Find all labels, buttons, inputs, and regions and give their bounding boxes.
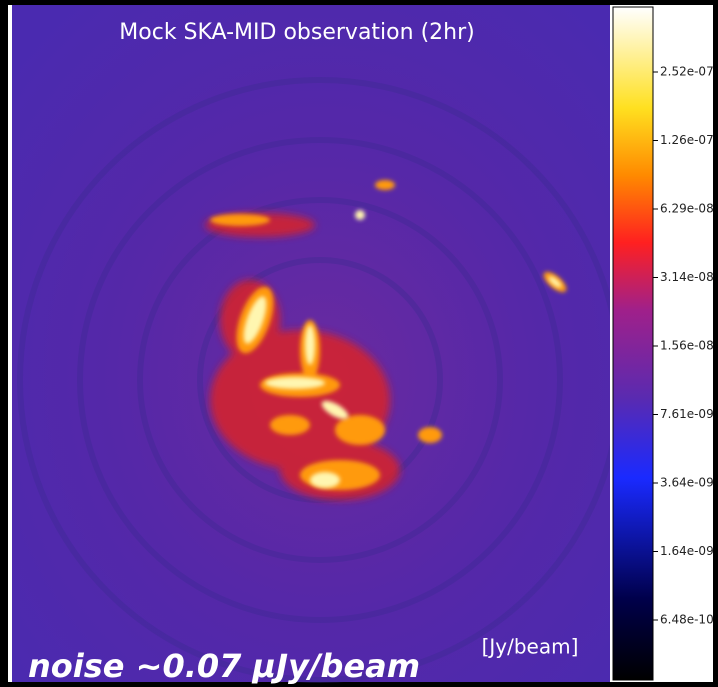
- colorbar: [612, 6, 654, 681]
- tick-label: 3.64e-09: [660, 476, 714, 490]
- left-border: [8, 5, 12, 682]
- tick-label: 1.26e-07: [660, 133, 714, 147]
- tick-label: 6.48e-10: [660, 613, 714, 627]
- tick-label: 6.29e-08: [660, 202, 714, 216]
- tick-label: 1.56e-08: [660, 339, 714, 353]
- ripples: [17, 77, 623, 683]
- tick-label: 7.61e-09: [660, 407, 714, 421]
- tick-label: 2.52e-07: [660, 65, 714, 79]
- title: Mock SKA-MID observation (2hr): [119, 20, 474, 45]
- emission: [205, 180, 567, 500]
- colorbar-ticks: 2.52e-07 1.26e-07 6.29e-08 3.14e-08 1.56e-08…: [653, 65, 714, 627]
- tick-label: 1.64e-09: [660, 544, 714, 558]
- tick-label: 3.14e-08: [660, 270, 714, 284]
- caption: noise ~0.07 μJy/beam: [28, 647, 420, 685]
- unit-label: [Jy/beam]: [482, 635, 579, 659]
